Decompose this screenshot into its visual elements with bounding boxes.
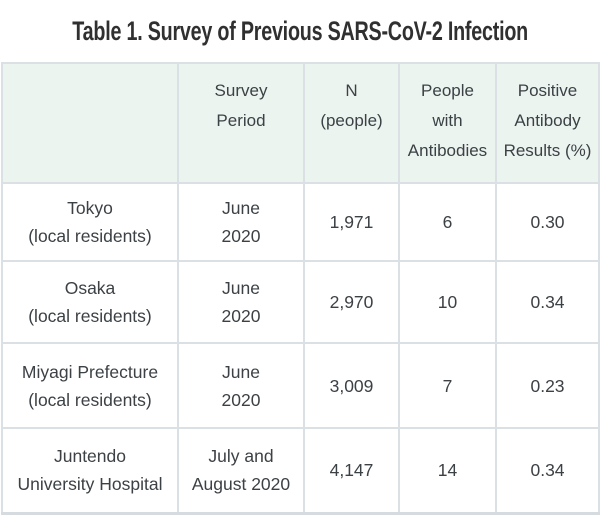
column-header-positive-antibody-results: Positive Antibody Results (%) [495,62,600,184]
table-title: Table 1. Survey of Previous SARS-CoV-2 I… [72,15,528,46]
data-cell-people-with-antibodies: 7 [398,342,497,429]
column-header-survey-period: Survey Period [177,62,305,184]
data-cell-n-people: 2,970 [303,260,400,344]
column-header-n-people: N (people) [303,62,400,184]
data-cell-positive-antibody-results: 0.34 [495,427,600,514]
data-cell-n-people: 4,147 [303,427,400,514]
data-cell-survey-period: July and August 2020 [177,427,305,514]
corner-header-cell [1,62,179,184]
data-cell-n-people: 3,009 [303,342,400,429]
table-row-osaka: Osaka (local residents) June 2020 2,970 10 0.3… [1,260,600,344]
row-location-cell: Osaka (local residents) [1,260,179,344]
data-cell-people-with-antibodies: 14 [398,427,497,514]
row-location-cell: Miyagi Prefecture (local residents) [1,342,179,429]
column-header-people-with-antibodies: People with Antibodies [398,62,497,184]
row-location-cell: Juntendo University Hospital [1,427,179,514]
table-row-miyagi-prefecture: Miyagi Prefecture (local residents) June 20… [1,342,600,429]
survey-table-header: Survey Period N (people) People with Antibodie… [1,62,600,184]
data-cell-positive-antibody-results: 0.23 [495,342,600,429]
data-cell-survey-period: June 2020 [177,260,305,344]
table-title-row: Table 1. Survey of Previous SARS-CoV-2 I… [0,0,600,62]
data-cell-people-with-antibodies: 10 [398,260,497,344]
data-cell-people-with-antibodies: 6 [398,182,497,262]
data-cell-positive-antibody-results: 0.34 [495,260,600,344]
survey-table: Survey Period N (people) People with Antibodie… [1,62,600,515]
data-cell-survey-period: June 2020 [177,182,305,262]
survey-table-body: Tokyo (local residents) June 2020 1,971 6 0.30… [1,182,600,514]
table-row-juntendo-university-hospital: Juntendo University Hospital July and Augus… [1,427,600,514]
data-cell-n-people: 1,971 [303,182,400,262]
row-location-cell: Tokyo (local residents) [1,182,179,262]
data-cell-positive-antibody-results: 0.30 [495,182,600,262]
header-row: Survey Period N (people) People with Antibodie… [1,62,600,184]
data-cell-survey-period: June 2020 [177,342,305,429]
table-row-tokyo: Tokyo (local residents) June 2020 1,971 6 0.30 [1,182,600,262]
